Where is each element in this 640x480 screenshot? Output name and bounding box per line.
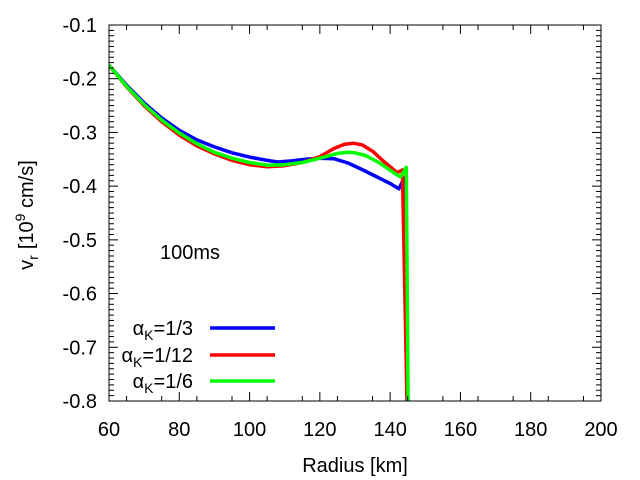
- y-axis-title-exponent: 9: [12, 213, 28, 221]
- series-curves: [109, 64, 410, 401]
- y-axis-title-sub: r: [25, 255, 41, 260]
- time-annotation: 100ms: [160, 242, 220, 264]
- x-tick-label: 200: [584, 419, 617, 441]
- y-tick-label: -0.2: [63, 69, 97, 91]
- x-tick-label: 160: [444, 419, 477, 441]
- tick-labels: 60 80 100 120 140 160 180 200 -0.1 -0.2 -0.3 -0.4 -0…: [63, 15, 618, 441]
- series-line-3: [109, 64, 410, 401]
- x-tick-label: 100: [233, 419, 266, 441]
- y-axis-title: vr [109 cm/s]: [12, 160, 41, 270]
- x-tick-label: 140: [373, 419, 406, 441]
- y-axis-title-unit: [10: [16, 221, 38, 249]
- y-tick-label: -0.4: [63, 176, 97, 198]
- tick-marks: [108, 24, 602, 402]
- y-tick-label: -0.3: [63, 122, 97, 144]
- x-tick-label: 60: [98, 419, 120, 441]
- y-axis-title-main: v: [16, 260, 38, 270]
- legend-label-3: αK=1/6: [133, 371, 193, 396]
- x-tick-label: 120: [303, 419, 336, 441]
- y-tick-label: -0.6: [63, 284, 97, 306]
- x-tick-label: 180: [514, 419, 547, 441]
- y-tick-label: -0.1: [63, 15, 97, 37]
- y-tick-label: -0.8: [63, 391, 97, 413]
- plot-frame: [108, 24, 602, 402]
- y-tick-label: -0.7: [63, 337, 97, 359]
- y-axis-title-unit-rest: cm/s]: [16, 160, 38, 213]
- y-tick-label: -0.5: [63, 230, 97, 252]
- legend-label-1: αK=1/3: [133, 318, 193, 343]
- x-axis-title: Radius [km]: [302, 455, 408, 477]
- x-tick-label: 80: [168, 419, 190, 441]
- series-line-1: [109, 64, 409, 401]
- legend-label-2: αK=1/12: [121, 345, 193, 370]
